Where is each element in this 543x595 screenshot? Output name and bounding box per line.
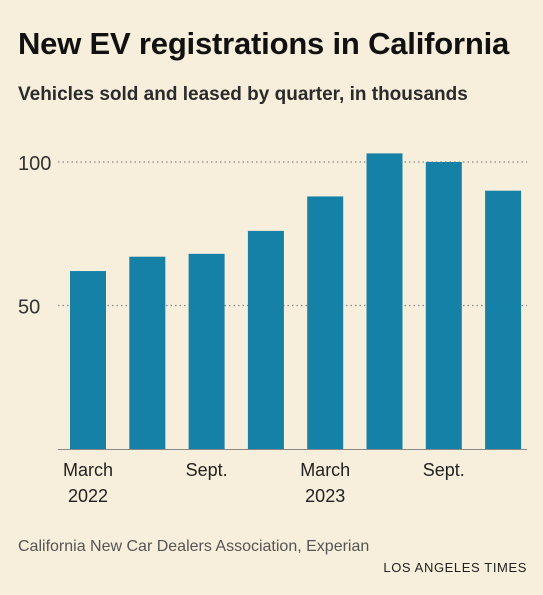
bar-q1-2023	[307, 196, 344, 449]
bar-q4-2023	[485, 190, 522, 449]
bar-q3-2023	[425, 162, 462, 449]
x-tick-label-6-0: Sept.	[423, 460, 465, 480]
x-tick-label-4-1: 2023	[305, 486, 345, 506]
chart-title: New EV registrations in California	[18, 26, 510, 61]
chart-subtitle: Vehicles sold and leased by quarter, in …	[18, 84, 468, 105]
x-tick-label-0-1: 2022	[68, 486, 108, 506]
bar-q2-2023	[366, 153, 403, 449]
bar-q3-2022	[188, 253, 225, 449]
bar-q1-2022	[70, 271, 106, 449]
y-tick-label-100: 100	[18, 153, 51, 175]
x-tick-label-2-0: Sept.	[186, 460, 228, 480]
x-tick-label-4-0: March	[300, 460, 350, 480]
y-tick-label-50: 50	[18, 297, 40, 319]
x-tick-label-0-0: March	[63, 460, 113, 480]
bar-q2-2022	[129, 256, 166, 449]
credit-line: LOS ANGELES TIMES	[383, 560, 527, 575]
bar-q4-2022	[247, 230, 284, 449]
source-note: California New Car Dealers Association, …	[18, 538, 370, 555]
